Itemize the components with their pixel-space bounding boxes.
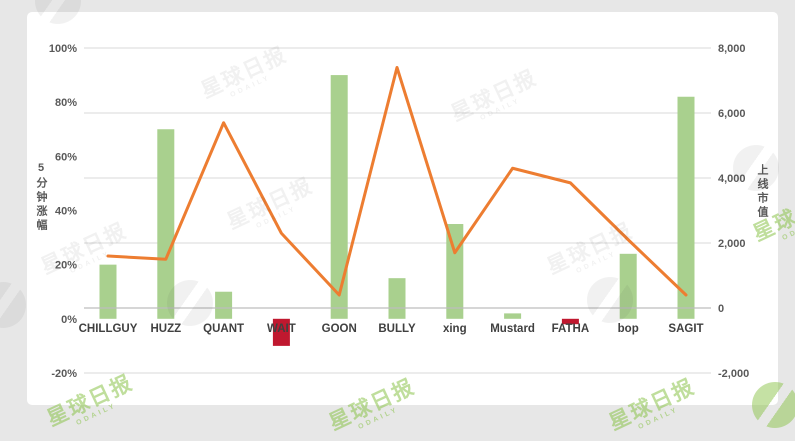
right-axis-tick: 4,000: [718, 173, 746, 185]
right-axis-tick: 6,000: [718, 108, 746, 120]
category-label-WAIT: WAIT: [267, 323, 296, 335]
category-label-FATHA: FATHA: [552, 323, 589, 335]
bar-FATHA: [561, 318, 579, 325]
left-axis-tick: 100%: [49, 43, 77, 55]
right-axis-tick: 0: [718, 303, 724, 315]
right-axis-tick: -2,000: [718, 368, 749, 380]
category-label-BULLY: BULLY: [378, 323, 416, 335]
right-axis-tick: 8,000: [718, 43, 746, 55]
category-label-HUZZ: HUZZ: [150, 323, 181, 335]
watermark-logo-icon: [0, 278, 30, 332]
left-axis-title: 5分钟涨幅: [35, 162, 47, 233]
bar-BULLY: [388, 278, 406, 319]
dual-axis-chart: 100% 80% 60% 40% 20% 0% -20% 8,000 6,000 4,000 2,0…: [49, 43, 749, 380]
right-axis-tick: 2,000: [718, 238, 746, 250]
category-label-bop: bop: [618, 323, 639, 335]
left-axis-tick: -20%: [51, 368, 77, 380]
bar-HUZZ: [157, 129, 175, 319]
category-label-Mustard: Mustard: [490, 323, 535, 335]
category-label-QUANT: QUANT: [203, 323, 244, 335]
line-series: [106, 66, 688, 297]
bar-GOON: [330, 75, 348, 319]
bar-Mustard: [504, 313, 522, 319]
bar-CHILLGUY: [99, 264, 117, 319]
category-label-CHILLGUY: CHILLGUY: [79, 323, 138, 335]
left-axis-tick: 0%: [61, 314, 77, 326]
left-axis-tick: 40%: [55, 206, 77, 218]
chart-card: 5分钟涨幅 上线市值 100% 80% 60% 40% 20% 0% -20% 8,000 6,…: [27, 12, 778, 405]
bar-QUANT: [215, 291, 233, 319]
left-axis-tick: 80%: [55, 97, 77, 109]
right-axis-title: 上线市值: [756, 164, 768, 220]
bar-SAGIT: [677, 96, 695, 319]
category-label-SAGIT: SAGIT: [668, 323, 703, 335]
bar-bop: [619, 253, 637, 319]
category-label-xing: xing: [443, 323, 467, 335]
left-axis-tick: 60%: [55, 151, 77, 163]
bar-WAIT: [272, 318, 290, 346]
left-axis-tick: 20%: [55, 260, 77, 272]
category-label-GOON: GOON: [322, 323, 357, 335]
